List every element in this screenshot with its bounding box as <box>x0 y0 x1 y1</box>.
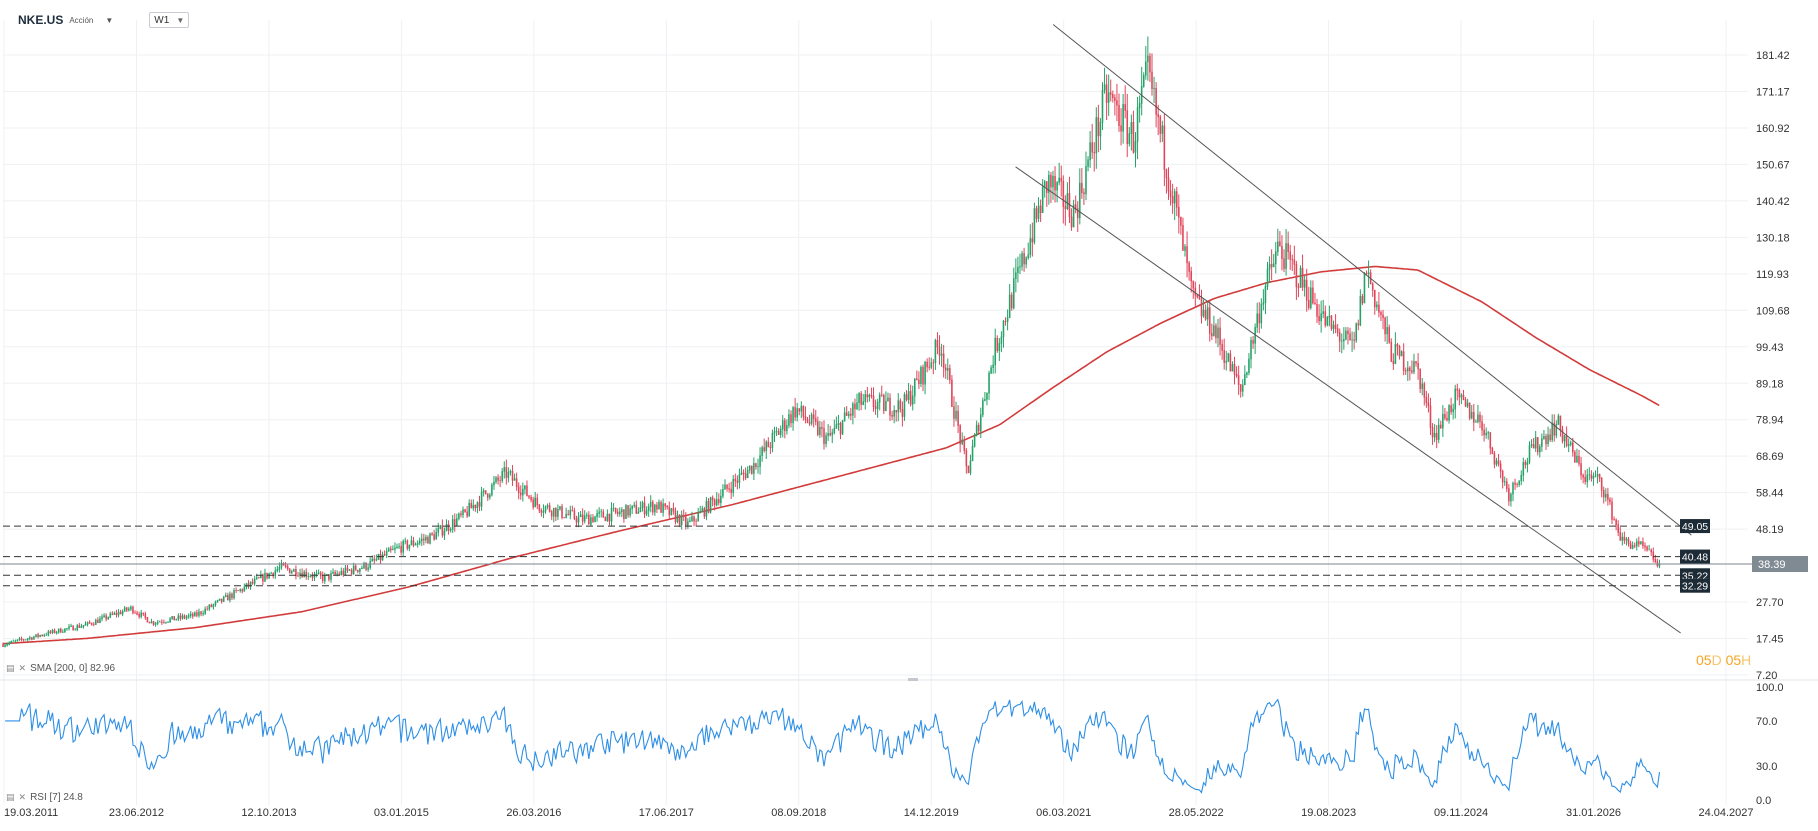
x-tick-label: 28.05.2022 <box>1169 807 1224 819</box>
y-tick-label: 119.93 <box>1756 269 1789 281</box>
channel-line <box>1052 24 1692 536</box>
y-tick-label: 171.17 <box>1756 86 1790 98</box>
candlestick-series <box>2 36 1661 648</box>
x-tick-label: 23.06.2012 <box>109 807 164 819</box>
x-tick-label: 12.10.2013 <box>241 807 296 819</box>
rsi-legend-label: RSI [7] 24.8 <box>30 792 83 803</box>
candle-countdown: 05D 05H <box>1696 652 1751 668</box>
close-icon[interactable]: ✕ <box>18 792 27 802</box>
rsi-y-tick-label: 100.0 <box>1756 682 1784 694</box>
sma-legend-label: SMA [200, 0] 82.96 <box>30 663 116 674</box>
sma-200-path <box>2 265 1660 645</box>
level-tag-label: 49.05 <box>1682 521 1708 533</box>
channel-line <box>1015 166 1681 634</box>
close-icon[interactable]: ✕ <box>18 663 27 673</box>
axes: 181.42 171.17 160.92 150.67 140.42 130.18 119.… <box>0 50 1818 819</box>
x-tick-label: 24.04.2027 <box>1698 807 1753 819</box>
rsi-legend: ▤ ✕ RSI [7] 24.8 <box>6 792 83 803</box>
last-price-tag <box>1752 556 1808 573</box>
symbol-label[interactable]: NKE.US <box>18 13 64 27</box>
x-tick-label: 26.03.2016 <box>506 807 561 819</box>
rsi-y-tick-label: 70.0 <box>1756 716 1777 728</box>
countdown-days: 05 <box>1696 652 1712 668</box>
instrument-type-label: Acción <box>69 15 94 25</box>
y-tick-label: 68.69 <box>1756 451 1784 463</box>
level-tag-label: 40.48 <box>1682 552 1708 564</box>
y-tick-label: 160.92 <box>1756 123 1790 135</box>
x-tick-label: 06.03.2021 <box>1036 807 1091 819</box>
rsi-y-tick-label: 30.0 <box>1756 761 1777 773</box>
chevron-down-icon: ▼ <box>176 15 185 25</box>
countdown-hours: 05 <box>1725 652 1742 668</box>
symbol-dropdown-icon[interactable]: ▼ <box>105 15 114 25</box>
sma-legend: ▤ ✕ SMA [200, 0] 82.96 <box>6 663 115 674</box>
x-tick-label: 14.12.2019 <box>904 807 959 819</box>
x-tick-label: 09.11.2024 <box>1434 807 1488 819</box>
chart-toolbar: NKE.US Acción ▼ W1 ▼ <box>18 10 190 30</box>
y-tick-label: 109.68 <box>1756 305 1790 317</box>
pane-resize-handle <box>908 678 918 681</box>
y-tick-label: 27.70 <box>1756 597 1784 609</box>
x-tick-label: 17.06.2017 <box>639 807 694 819</box>
y-tick-label: 130.18 <box>1756 232 1790 244</box>
countdown-hour-unit: H <box>1741 652 1752 668</box>
rsi-path <box>5 698 1661 794</box>
rsi-y-tick-label: 0.0 <box>1756 795 1771 807</box>
rsi-panel <box>5 698 1661 794</box>
y-tick-label: 17.45 <box>1756 634 1784 646</box>
interval-label: W1 <box>154 14 170 26</box>
level-tag <box>1680 578 1710 593</box>
last-price-label: 38.39 <box>1758 559 1786 571</box>
y-tick-label: 181.42 <box>1756 50 1790 62</box>
y-tick-label: 99.43 <box>1756 342 1784 354</box>
grid-lines <box>3 20 1748 805</box>
x-tick-label: 19.03.2011 <box>4 807 58 819</box>
level-tag-label: 32.29 <box>1682 581 1708 593</box>
trend-channel[interactable] <box>1015 24 1692 634</box>
countdown-day-unit: D <box>1711 652 1722 668</box>
x-tick-label: 03.01.2015 <box>374 807 429 819</box>
settings-icon[interactable]: ▤ <box>6 792 15 802</box>
y-tick-label: 7.20 <box>1756 670 1777 682</box>
x-tick-label: 19.08.2023 <box>1301 807 1356 819</box>
sma-200-line <box>2 265 1660 645</box>
y-tick-label: 78.94 <box>1756 415 1784 427</box>
y-tick-label: 150.67 <box>1756 159 1790 171</box>
interval-select[interactable]: W1 ▼ <box>149 12 190 28</box>
x-tick-label: 08.09.2018 <box>771 807 826 819</box>
level-tag <box>1680 549 1710 564</box>
y-tick-label: 48.19 <box>1756 524 1784 536</box>
y-tick-label: 89.18 <box>1756 378 1784 390</box>
y-tick-label: 140.42 <box>1756 196 1790 208</box>
settings-icon[interactable]: ▤ <box>6 663 15 673</box>
y-tick-label: 58.44 <box>1756 488 1784 500</box>
x-tick-label: 31.01.2026 <box>1566 807 1621 819</box>
level-tag <box>1680 519 1710 534</box>
